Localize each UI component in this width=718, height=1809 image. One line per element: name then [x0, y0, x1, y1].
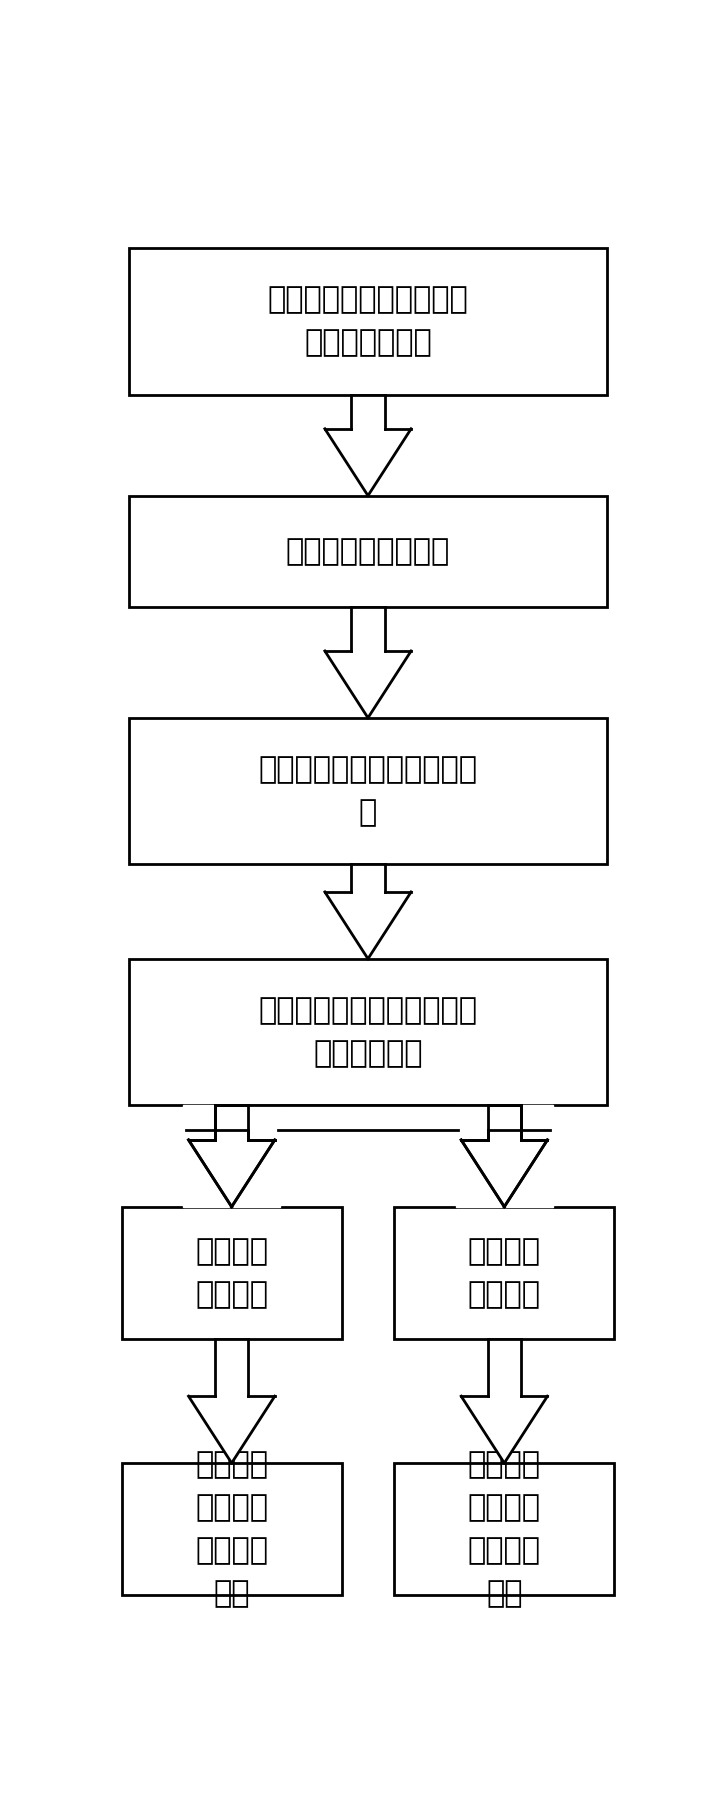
Polygon shape — [488, 1339, 521, 1397]
Polygon shape — [461, 1397, 547, 1463]
Polygon shape — [189, 1397, 275, 1463]
Text: 时间序列
阀值电压
自动测试
记录: 时间序列 阀值电压 自动测试 记录 — [468, 1451, 541, 1608]
Polygon shape — [488, 1131, 521, 1140]
Polygon shape — [325, 892, 411, 959]
Text: 阀值电压
正向扫描: 阀值电压 正向扫描 — [195, 1237, 268, 1310]
Polygon shape — [189, 1140, 275, 1207]
Bar — [394, 1463, 614, 1596]
Polygon shape — [461, 1140, 547, 1207]
Polygon shape — [351, 865, 385, 892]
Bar — [122, 1463, 342, 1596]
Bar — [394, 1207, 614, 1339]
Polygon shape — [215, 1131, 248, 1140]
Polygon shape — [488, 1105, 521, 1140]
Text: 阀值电压
负向扫描: 阀值电压 负向扫描 — [468, 1237, 541, 1310]
Polygon shape — [461, 1140, 547, 1207]
Bar — [129, 248, 607, 394]
Text: 时间序列
阀值电压
自动测试
记录: 时间序列 阀值电压 自动测试 记录 — [195, 1451, 268, 1608]
Polygon shape — [325, 651, 411, 718]
Polygon shape — [183, 1105, 280, 1207]
Polygon shape — [189, 1140, 275, 1207]
Bar — [129, 496, 607, 608]
Polygon shape — [215, 1339, 248, 1397]
Bar — [129, 959, 607, 1105]
Polygon shape — [351, 608, 385, 651]
Bar — [129, 718, 607, 865]
Bar — [122, 1207, 342, 1339]
Polygon shape — [325, 429, 411, 496]
Polygon shape — [215, 1105, 248, 1140]
Polygon shape — [351, 394, 385, 429]
Polygon shape — [215, 1105, 521, 1131]
Polygon shape — [456, 1105, 553, 1207]
Text: 选择需要的偏置电压: 选择需要的偏置电压 — [286, 537, 450, 566]
Text: 将栅偏电源快速切换到阀值
电压检测模块: 将栅偏电源快速切换到阀值 电压检测模块 — [258, 997, 477, 1067]
Text: 连接偏置电源、烘箱与阀
值电压检测模块: 连接偏置电源、烘箱与阀 值电压检测模块 — [268, 286, 468, 358]
Text: 进行规定时间的栅偏老炼试
验: 进行规定时间的栅偏老炼试 验 — [258, 754, 477, 827]
